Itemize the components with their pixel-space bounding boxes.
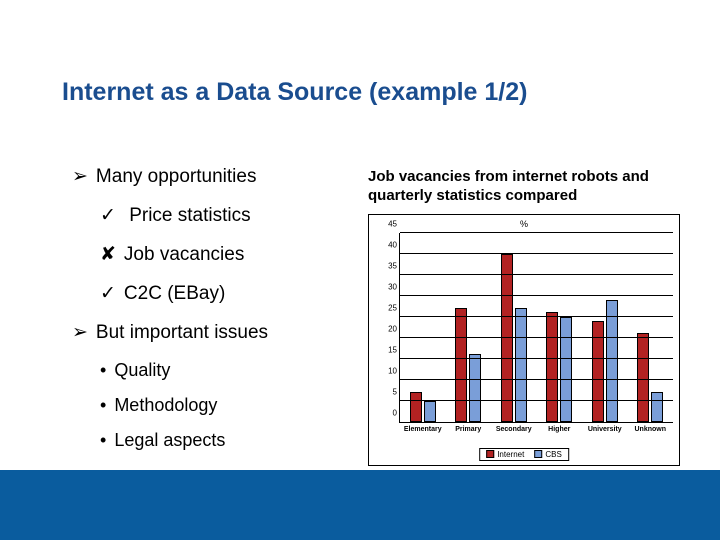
bullet-text: Job vacancies	[124, 244, 244, 266]
y-tick-label: 15	[388, 345, 400, 354]
legend-item-internet: Internet	[486, 450, 524, 459]
gridline	[400, 232, 673, 233]
bullet-price: ✓ Price statistics	[100, 204, 352, 227]
bar-groups: ElementaryPrimarySecondaryHigherUniversi…	[400, 233, 673, 422]
legend-item-cbs: CBS	[534, 450, 561, 459]
gridline	[400, 316, 673, 317]
y-tick-label: 25	[388, 303, 400, 312]
bullet-text: Legal aspects	[114, 430, 225, 451]
bar	[606, 300, 618, 422]
y-tick-label: 10	[388, 366, 400, 375]
slide-title: Internet as a Data Source (example 1/2)	[62, 78, 527, 107]
bar	[424, 401, 436, 422]
chart-legend: Internet CBS	[479, 448, 569, 461]
legend-swatch	[486, 450, 494, 458]
bar-group: Unknown	[628, 233, 674, 422]
y-tick-label: 30	[388, 282, 400, 291]
bullet-list: ➢ Many opportunities ✓ Price statistics …	[72, 165, 352, 465]
gridline	[400, 274, 673, 275]
bar	[560, 317, 572, 422]
bullet-c2c: ✓ C2C (EBay)	[100, 282, 352, 305]
bar-group: Secondary	[491, 233, 537, 422]
arrow-icon: ➢	[72, 165, 88, 188]
gridline	[400, 295, 673, 296]
x-tick-label: Primary	[455, 426, 481, 433]
bullet-text: Price statistics	[129, 205, 250, 227]
bar	[651, 392, 663, 421]
arrow-icon: ➢	[72, 321, 88, 344]
bullet-legal: • Legal aspects	[100, 430, 352, 451]
bar	[515, 308, 527, 421]
chart-title: Job vacancies from internet robots and q…	[368, 168, 680, 206]
bullet-quality: • Quality	[100, 360, 352, 381]
cross-icon: ✘	[100, 243, 116, 266]
bullet-issues: ➢ But important issues	[72, 321, 352, 344]
footer-band	[0, 470, 720, 540]
legend-label: CBS	[545, 450, 561, 459]
y-tick-label: 20	[388, 324, 400, 333]
y-tick-label: 5	[393, 387, 400, 396]
chart-container: Job vacancies from internet robots and q…	[368, 168, 680, 466]
gridline	[400, 400, 673, 401]
bullet-text: Methodology	[114, 395, 217, 416]
y-axis-label: %	[520, 219, 528, 229]
dot-icon: •	[100, 395, 106, 416]
gridline	[400, 253, 673, 254]
bullet-text: C2C (EBay)	[124, 283, 225, 305]
y-tick-label: 35	[388, 261, 400, 270]
gridline	[400, 337, 673, 338]
chart-box: % ElementaryPrimarySecondaryHigherUniver…	[368, 214, 680, 466]
x-tick-label: Secondary	[496, 426, 532, 433]
y-tick-label: 40	[388, 240, 400, 249]
y-tick-label: 45	[388, 219, 400, 228]
x-tick-label: Unknown	[635, 426, 667, 433]
bar-group: Elementary	[400, 233, 446, 422]
x-tick-label: University	[588, 426, 622, 433]
check-icon: ✓	[100, 282, 116, 305]
y-tick-label: 0	[393, 408, 400, 417]
bullet-text: Many opportunities	[96, 166, 257, 188]
gridline	[400, 379, 673, 380]
legend-swatch	[534, 450, 542, 458]
bar	[455, 308, 467, 421]
bullet-vacancies: ✘ Job vacancies	[100, 243, 352, 266]
dot-icon: •	[100, 430, 106, 451]
bar	[637, 333, 649, 421]
legend-label: Internet	[497, 450, 524, 459]
x-tick-label: Elementary	[404, 426, 442, 433]
bar	[501, 254, 513, 422]
x-tick-label: Higher	[548, 426, 570, 433]
dot-icon: •	[100, 360, 106, 381]
bullet-opportunities: ➢ Many opportunities	[72, 165, 352, 188]
gridline	[400, 358, 673, 359]
bullet-text: But important issues	[96, 322, 268, 344]
bar	[410, 392, 422, 421]
bullet-text: Quality	[114, 360, 170, 381]
plot-area: ElementaryPrimarySecondaryHigherUniversi…	[399, 233, 673, 423]
bar-group: Primary	[446, 233, 492, 422]
bar	[546, 312, 558, 421]
bullet-methodology: • Methodology	[100, 395, 352, 416]
check-icon: ✓	[100, 204, 116, 227]
bar-group: University	[582, 233, 628, 422]
bar-group: Higher	[537, 233, 583, 422]
bar	[469, 354, 481, 421]
